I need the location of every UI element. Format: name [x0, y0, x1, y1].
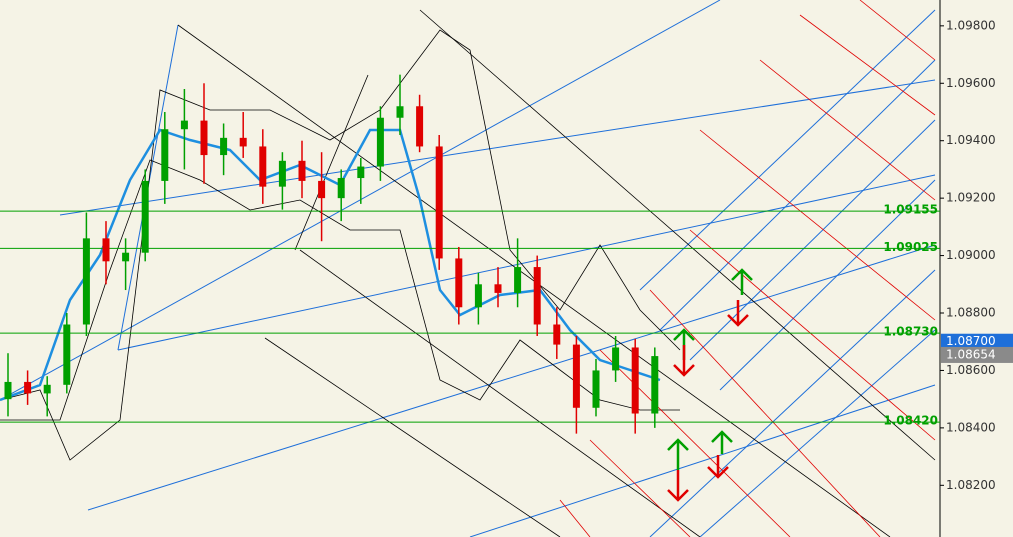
candle-body — [572, 344, 580, 408]
y-tick-label: 1.09600 — [946, 76, 996, 90]
candle-body — [553, 324, 561, 345]
candle-body — [435, 146, 443, 259]
candle-body — [357, 166, 365, 179]
drawing-tools — [0, 0, 936, 537]
price-tag-label: 1.08654 — [946, 347, 996, 361]
candle-body — [318, 180, 326, 199]
level-label: 1.08420 — [883, 414, 938, 428]
candle-body — [514, 267, 522, 293]
candle-body — [612, 347, 620, 371]
candle-body — [298, 160, 306, 181]
y-tick-label: 1.08600 — [946, 363, 996, 377]
candle-body — [102, 238, 110, 262]
y-tick-label: 1.09800 — [946, 18, 996, 32]
candle-body — [24, 381, 32, 394]
candle-body — [474, 284, 482, 308]
y-tick-label: 1.08400 — [946, 420, 996, 434]
price-tag — [941, 346, 1013, 363]
price-tag-label: 1.08700 — [946, 334, 996, 348]
candle-body — [43, 384, 51, 394]
level-label: 1.08730 — [883, 325, 938, 339]
candle-body — [220, 137, 228, 156]
candle-body — [337, 178, 345, 199]
candle-body — [533, 267, 541, 325]
candle-body — [82, 238, 90, 325]
y-tick-label: 1.09200 — [946, 191, 996, 205]
candle-body — [180, 120, 188, 130]
candle-body — [278, 160, 286, 187]
candle-body — [239, 137, 247, 147]
candle-body — [455, 258, 463, 308]
y-tick-label: 1.08200 — [946, 478, 996, 492]
candle-body — [122, 252, 130, 262]
candle-body — [494, 284, 502, 293]
candle-body — [592, 370, 600, 408]
candle-body — [259, 146, 267, 187]
candle-body — [396, 106, 404, 118]
candle-body — [651, 356, 659, 414]
candle-body — [141, 180, 149, 253]
candle-body — [376, 117, 384, 167]
level-label: 1.09155 — [883, 203, 938, 217]
candle-body — [416, 106, 424, 147]
candle-body — [631, 347, 639, 414]
candle-body — [63, 324, 71, 385]
y-tick-label: 1.09400 — [946, 133, 996, 147]
candle-body — [200, 120, 208, 156]
price-tag — [941, 333, 1013, 350]
candle-body — [161, 129, 169, 181]
y-tick-label: 1.09000 — [946, 248, 996, 262]
y-tick-label: 1.08800 — [946, 306, 996, 320]
level-label: 1.09025 — [883, 240, 938, 254]
candle-body — [4, 381, 12, 400]
